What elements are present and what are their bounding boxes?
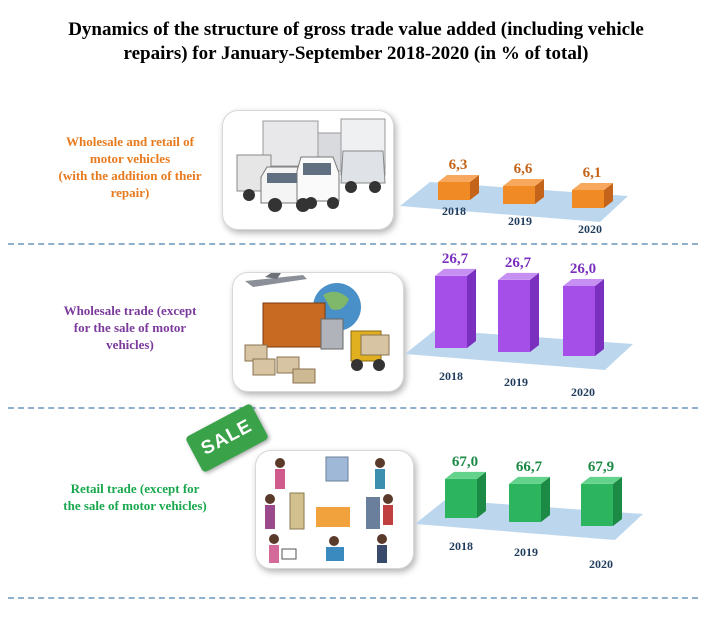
value-label: 26,7 (505, 255, 532, 271)
bar-2019 (503, 179, 544, 204)
section-label-wholesale: Wholesale trade (except for the sale of … (40, 302, 220, 353)
bar-2020 (581, 476, 622, 526)
bar-front (509, 483, 541, 522)
value-label: 26,0 (570, 261, 596, 277)
bar-2018 (435, 268, 476, 348)
bar-2019 (498, 272, 539, 352)
bar-front (498, 279, 530, 352)
bar-top (572, 183, 613, 190)
bar-front (445, 478, 477, 518)
year-label: 2019 (504, 375, 528, 389)
bar-front (563, 286, 595, 356)
label-line: vehicles) (106, 337, 154, 352)
bar-front (435, 275, 467, 348)
value-label: 6,6 (514, 161, 533, 177)
retail-shoppers-image (255, 450, 414, 569)
bar-2018 (438, 175, 479, 200)
bar-front (438, 182, 470, 200)
bar-side (595, 279, 604, 356)
bar-side (535, 179, 544, 204)
bar-top (563, 279, 604, 286)
label-line: motor vehicles (89, 151, 171, 166)
bar-front (503, 186, 535, 204)
bar-top (503, 179, 544, 186)
year-label: 2019 (514, 545, 538, 559)
value-label: 67,9 (588, 459, 614, 475)
label-line: Wholesale trade (except (63, 303, 197, 318)
section-divider (8, 407, 698, 409)
year-label: 2018 (439, 369, 463, 383)
year-label: 2020 (578, 222, 602, 236)
bar-top (438, 175, 479, 182)
title-line-2: repairs) for January-September 2018-2020… (123, 43, 589, 64)
section-divider (8, 243, 698, 245)
value-label: 66,7 (516, 459, 543, 475)
label-line: repair) (110, 185, 150, 200)
trucks-image (222, 110, 394, 230)
bar-top (445, 471, 486, 479)
chart-title: Dynamics of the structure of gross trade… (20, 18, 692, 66)
bar-side (604, 183, 613, 208)
year-label: 2020 (589, 557, 613, 571)
label-line: for the sale of motor (73, 320, 187, 335)
bar-side (477, 471, 486, 518)
label-line: Wholesale and retail of (66, 134, 194, 149)
year-label: 2019 (508, 214, 532, 228)
bar-2018 (445, 471, 486, 518)
label-line: Retail trade (except for (70, 481, 200, 496)
bar-top (509, 476, 550, 484)
wholesale-logistics-image (232, 272, 404, 392)
bar-side (613, 476, 622, 526)
year-label: 2018 (442, 204, 466, 218)
value-label: 6,3 (449, 157, 468, 173)
value-label: 67,0 (452, 454, 478, 470)
value-label: 26,7 (442, 251, 469, 267)
section-label-retail: Retail trade (except for the sale of mot… (30, 480, 240, 514)
bar-chart-motor-vehicles: 6,3 2018 6,6 2019 6,1 2020 (400, 157, 628, 236)
section-divider (8, 597, 698, 599)
year-label: 2018 (449, 539, 473, 553)
bar-side (530, 272, 539, 352)
bar-chart-retail: 67,0 2018 66,7 2019 67,9 2020 (415, 454, 643, 571)
bar-2020 (563, 279, 604, 356)
bar-side (467, 268, 476, 348)
bar-side (541, 476, 550, 522)
label-line: the sale of motor vehicles) (63, 498, 207, 513)
bar-front (572, 190, 604, 208)
title-line-1: Dynamics of the structure of gross trade… (68, 19, 644, 40)
label-line: (with the addition of their (58, 168, 202, 183)
bar-top (435, 268, 476, 276)
bar-front (581, 483, 613, 526)
bar-2020 (572, 183, 613, 208)
section-label-motor-vehicles: Wholesale and retail of motor vehicles (… (30, 133, 230, 201)
bar-side (470, 175, 479, 200)
bar-top (581, 476, 622, 484)
value-label: 6,1 (583, 165, 602, 181)
bar-2019 (509, 476, 550, 522)
bar-chart-wholesale: 26,7 2018 26,7 2019 26,0 2020 (405, 251, 633, 399)
year-label: 2020 (571, 385, 595, 399)
bar-top (498, 272, 539, 280)
